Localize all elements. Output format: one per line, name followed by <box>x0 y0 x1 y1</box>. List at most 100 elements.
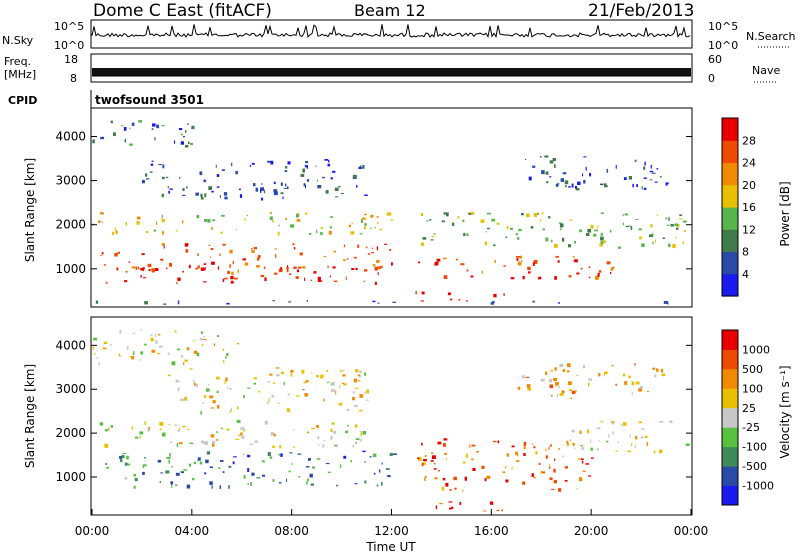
cell-mark <box>140 351 143 355</box>
cell-mark <box>615 450 618 452</box>
cell-mark <box>452 222 455 226</box>
cell-mark <box>685 443 690 446</box>
cell-mark <box>125 270 128 273</box>
cell-mark <box>657 214 658 217</box>
cell-mark <box>96 357 99 359</box>
cell-mark <box>355 387 359 389</box>
cell-mark <box>290 224 295 228</box>
cell-mark <box>124 462 128 466</box>
cell-mark <box>683 230 686 232</box>
y-tick-label: 3000 <box>55 382 86 396</box>
cell-mark <box>161 214 163 219</box>
cell-mark <box>572 442 575 446</box>
cell-mark <box>659 176 662 178</box>
cell-mark <box>322 176 325 179</box>
cell-mark <box>176 380 180 383</box>
cell-mark <box>330 177 333 180</box>
cell-mark <box>293 446 295 448</box>
cell-mark <box>118 353 120 357</box>
cell-mark <box>588 266 591 269</box>
cell-mark <box>651 233 654 238</box>
cell-mark <box>162 231 164 235</box>
cell-mark <box>442 477 446 481</box>
cell-mark <box>168 423 170 426</box>
cell-mark <box>443 257 447 260</box>
cell-mark <box>161 219 165 223</box>
cell-mark <box>555 384 557 387</box>
cell-mark <box>551 395 553 397</box>
cell-mark <box>350 459 352 463</box>
cell-mark <box>515 233 518 236</box>
cell-mark <box>353 378 358 383</box>
cell-mark <box>346 409 350 411</box>
cell-mark <box>486 227 490 230</box>
cell-mark <box>163 245 165 249</box>
cell-mark <box>250 482 252 486</box>
cell-mark <box>364 372 366 376</box>
cell-mark <box>197 459 199 462</box>
cell-mark <box>572 256 575 258</box>
cell-mark <box>269 212 272 214</box>
cell-mark <box>184 243 189 246</box>
cell-mark <box>323 398 325 402</box>
cell-mark <box>564 180 569 185</box>
cell-mark <box>125 477 127 480</box>
cell-mark <box>567 363 571 368</box>
cell-mark <box>576 272 580 275</box>
cell-mark <box>533 260 538 264</box>
cell-mark <box>254 440 258 443</box>
cell-mark <box>272 220 274 223</box>
cell-mark <box>545 155 549 158</box>
cell-mark <box>487 212 491 215</box>
cell-mark <box>247 454 251 458</box>
cell-mark <box>434 261 439 266</box>
cell-mark <box>251 162 255 165</box>
cell-mark <box>360 167 365 169</box>
colorbar-tick-label: -1000 <box>742 480 774 493</box>
cell-mark <box>539 219 541 222</box>
cell-mark <box>568 244 572 248</box>
cell-mark <box>176 348 181 351</box>
cell-mark <box>335 196 339 198</box>
cell-mark <box>679 214 683 217</box>
cell-mark <box>501 509 503 512</box>
cell-mark <box>296 219 301 222</box>
cell-mark <box>391 262 393 266</box>
cell-mark <box>286 186 289 189</box>
cell-mark <box>496 509 500 512</box>
cell-mark <box>210 434 215 438</box>
cell-mark <box>222 278 225 282</box>
cell-mark <box>364 194 368 196</box>
cell-mark <box>665 182 668 186</box>
cell-mark <box>392 453 397 455</box>
cell-mark <box>654 374 657 378</box>
cell-mark <box>218 467 221 469</box>
cell-mark <box>251 472 255 476</box>
cell-mark <box>378 266 382 269</box>
cell-mark <box>646 442 649 447</box>
cell-mark <box>533 476 536 479</box>
cell-mark <box>149 171 153 173</box>
cell-mark <box>216 390 219 393</box>
cell-mark <box>253 183 256 187</box>
colorbar-swatch <box>722 273 738 297</box>
cell-mark <box>494 259 496 263</box>
nsky-tick-top-left: 10^5 <box>54 20 84 33</box>
cell-mark <box>433 468 437 470</box>
cell-mark <box>575 188 580 191</box>
cell-mark <box>175 472 180 476</box>
cell-mark <box>121 455 125 459</box>
cell-mark <box>155 221 158 225</box>
cell-mark <box>270 432 274 436</box>
cell-mark <box>305 184 306 189</box>
cell-mark <box>359 165 362 168</box>
cell-mark <box>489 501 494 505</box>
cell-mark <box>197 457 201 461</box>
cell-mark <box>323 255 327 257</box>
cell-mark <box>519 255 523 259</box>
cell-mark <box>656 368 659 372</box>
cell-mark <box>422 462 426 465</box>
cell-mark <box>136 221 140 225</box>
cell-mark <box>310 279 313 281</box>
